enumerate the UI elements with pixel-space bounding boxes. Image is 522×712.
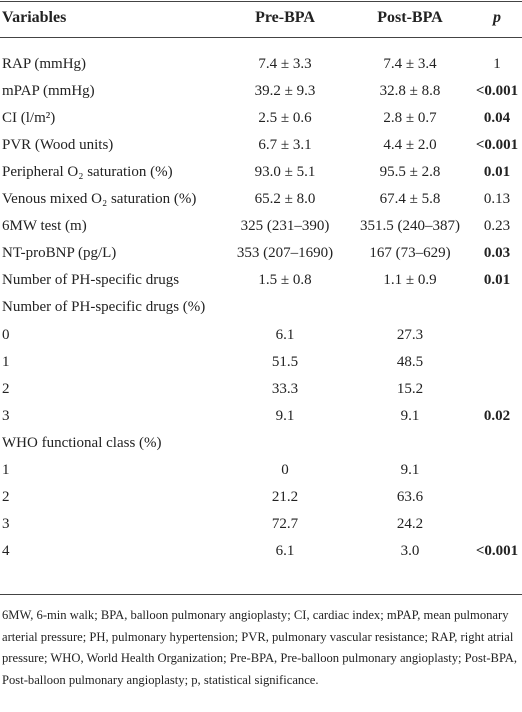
cell-value: 27.3: [396, 326, 424, 343]
cell-value: 353 (207–1690): [236, 245, 334, 262]
row-label: Peripheral O₂ saturation (%): [2, 164, 173, 181]
cell-value: 72.7: [271, 515, 299, 532]
cell-value: 0.23: [483, 218, 511, 235]
cell-value: 21.2: [271, 488, 299, 505]
cell-value: 0.01: [483, 272, 511, 289]
cell-value: 7.4 ± 3.3: [258, 56, 312, 72]
cell-value: 0.13: [483, 191, 511, 208]
row-label: Number of PH-specific drugs (%): [2, 299, 206, 316]
row-label: 6MW test (m): [2, 218, 87, 235]
cell-value: 0.03: [483, 245, 511, 262]
header-cell: p: [493, 9, 501, 26]
cell-value: 6.1: [275, 326, 295, 343]
cell-value: 65.2 ± 8.0: [254, 191, 316, 208]
cell-value: 9.1: [400, 461, 420, 478]
cell-value: 0.04: [483, 110, 511, 127]
cell-value: 2.8 ± 0.7: [383, 110, 437, 127]
row-label: 2: [2, 488, 10, 505]
cell-value: 4.4 ± 2.0: [383, 137, 437, 154]
row-label: 2: [2, 380, 10, 397]
cell-value: 1.5 ± 0.8: [258, 272, 312, 289]
cell-value: 63.6: [396, 488, 424, 505]
row-label: Number of PH-specific drugs: [2, 272, 180, 289]
cell-value: 33.3: [271, 380, 299, 397]
cell-value: 93.0 ± 5.1: [254, 164, 316, 181]
cell-value: 32.8 ± 8.8: [379, 83, 441, 100]
cell-value: 1: [493, 56, 501, 72]
cell-value: 3.0: [400, 542, 420, 559]
cell-value: 6.7 ± 3.1: [258, 137, 312, 154]
row-label: 1: [2, 461, 10, 478]
row-label: PVR (Wood units): [2, 137, 114, 154]
cell-value: 67.4 ± 5.8: [379, 191, 441, 208]
row-label: mPAP (mmHg): [2, 83, 95, 100]
header-rule: [0, 37, 522, 38]
cell-value: 325 (231–390): [240, 218, 330, 235]
cell-value: 9.1: [400, 407, 420, 424]
row-label: NT-proBNP (pg/L): [2, 245, 117, 262]
cell-value: 39.2 ± 9.3: [254, 83, 316, 100]
cell-value: 351.5 (240–387): [360, 218, 460, 235]
cell-value: 48.5: [396, 353, 424, 370]
row-label: Venous mixed O₂ saturation (%): [2, 191, 197, 208]
row-label: CI (l/m²): [2, 110, 56, 127]
cell-value: <0.001: [475, 137, 519, 154]
cell-value: 51.5: [271, 353, 299, 370]
cell-value: <0.001: [475, 83, 519, 100]
header-cell: Post-BPA: [377, 9, 443, 26]
cell-value: 167 (73–629): [369, 245, 451, 262]
row-label: RAP (mmHg): [2, 56, 87, 72]
cell-value: 2.5 ± 0.6: [258, 110, 312, 127]
row-label: 4: [2, 542, 10, 559]
cell-value: 0.01: [483, 164, 511, 181]
cell-value: 0: [281, 461, 289, 478]
row-label: 3: [2, 515, 10, 532]
cell-value: <0.001: [475, 542, 519, 559]
row-label: 1: [2, 353, 10, 370]
cell-value: 9.1: [275, 407, 295, 424]
row-label: 0: [2, 326, 10, 343]
cell-value: 7.4 ± 3.4: [383, 56, 437, 72]
footnote: 6MW, 6-min walk; BPA, balloon pulmonary …: [2, 608, 518, 687]
header-cell: Pre-BPA: [255, 9, 315, 26]
cell-value: 1.1 ± 0.9: [383, 272, 437, 289]
cell-value: 24.2: [396, 515, 424, 532]
cell-value: 15.2: [396, 380, 424, 397]
row-label: WHO functional class (%): [2, 434, 162, 451]
bottom-rule: [0, 594, 522, 595]
top-rule: [0, 1, 522, 2]
row-label: 3: [2, 407, 10, 424]
cell-value: 0.02: [483, 407, 511, 424]
header-cell: Variables: [2, 9, 67, 26]
cell-value: 6.1: [275, 542, 295, 559]
cell-value: 95.5 ± 2.8: [379, 164, 441, 181]
